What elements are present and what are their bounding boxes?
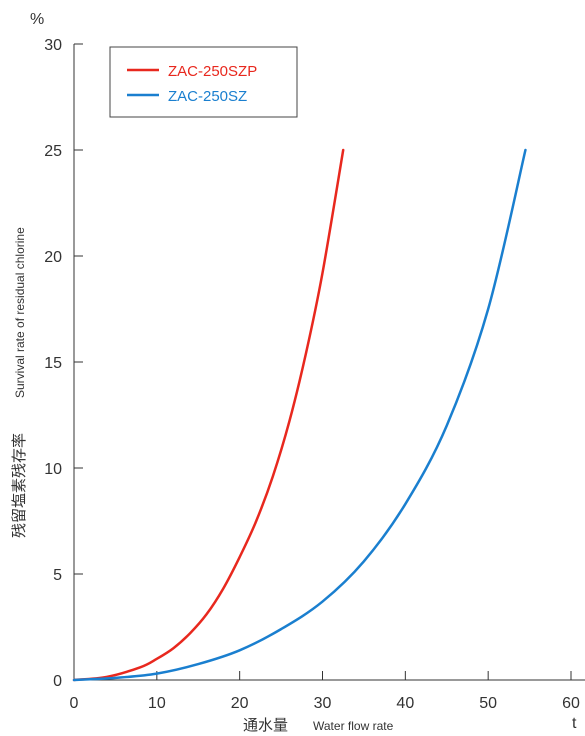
x-axis-label-en: Water flow rate xyxy=(313,719,394,733)
y-tick-label: 15 xyxy=(44,355,62,372)
series-line-zac-250szp xyxy=(72,148,345,682)
y-unit-label: % xyxy=(30,11,44,28)
y-tick-label: 0 xyxy=(53,673,62,690)
legend-label-zac-250sz: ZAC-250SZ xyxy=(168,88,247,105)
y-tick-label: 30 xyxy=(44,37,62,54)
series-line-zac-250sz xyxy=(72,148,527,682)
y-tick-label: 10 xyxy=(44,461,62,478)
series-layer xyxy=(72,148,527,682)
x-unit-label: t xyxy=(572,715,577,732)
x-tick-label: 60 xyxy=(562,695,580,712)
x-axis-label-jp: 通水量 xyxy=(243,716,288,734)
x-tick-label: 50 xyxy=(479,695,497,712)
y-axis-label-en: Survival rate of residual chlorine xyxy=(13,227,27,398)
x-tick-label: 20 xyxy=(231,695,249,712)
y-tick-label: 20 xyxy=(44,249,62,266)
x-tick-label: 40 xyxy=(396,695,414,712)
y-axis-label-jp: 残留塩素残存率 xyxy=(10,433,28,538)
x-tick-label: 0 xyxy=(70,695,79,712)
y-tick-label: 5 xyxy=(53,567,62,584)
legend-label-zac-250szp: ZAC-250SZP xyxy=(168,63,257,80)
y-tick-label: 25 xyxy=(44,143,62,160)
legend-box xyxy=(109,46,298,118)
x-tick-label: 10 xyxy=(148,695,166,712)
plot-area xyxy=(73,44,585,681)
x-ticks: 0 10 20 30 40 50 60 xyxy=(70,671,580,712)
x-tick-label: 30 xyxy=(314,695,332,712)
legend: ZAC-250SZP ZAC-250SZ xyxy=(109,46,298,118)
y-ticks: 0 5 10 15 20 25 30 xyxy=(44,37,83,690)
